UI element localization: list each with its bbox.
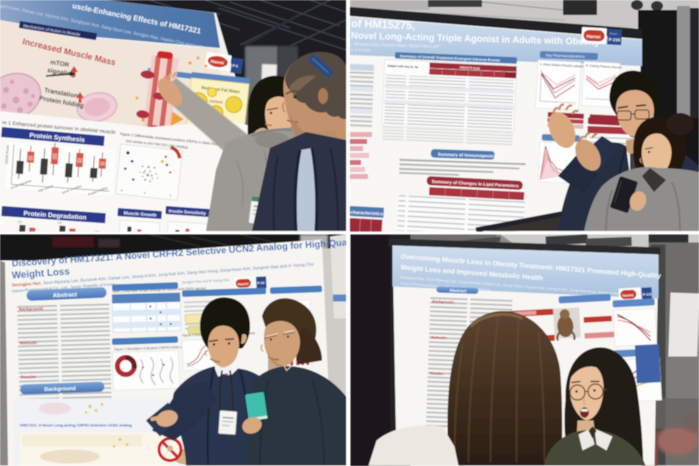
svg-text:, Sihyeon Kim, Pursun Nam, Moo: , Sihyeon Kim, Pursun Nam, Moon Hee Lee² [351,42,440,49]
svg-text:Background: Background [44,386,76,393]
svg-text:Background:: Background: [19,306,44,312]
svg-text:DIO vehicle vs DIO HM17321 (10: DIO vehicle vs DIO HM17321 (100 nmol/kg) [126,139,188,149]
svg-text:Hanmi: Hanmi [210,59,224,66]
svg-text:Protein Folding: Protein Folding [88,186,109,197]
svg-text:mTOR: mTOR [50,59,70,69]
svg-text:0: 0 [144,191,146,195]
svg-text:Results:: Results: [21,374,37,379]
svg-text:eIF4F Complex: eIF4F Complex [62,184,83,195]
svg-text:Hanmi: Hanmi [586,34,600,40]
svg-text:Results:: Results: [430,372,444,376]
svg-text:P-19: P-19 [257,281,264,285]
svg-text:Protein Degradation: Protein Degradation [23,210,86,221]
svg-text:B. Fasting Plasma Glucose: B. Fasting Plasma Glucose [586,64,623,70]
svg-text:Figure 1 Simulation of dynami: Figure 1 Simulation of dynamic CRFR2-UCN… [114,344,205,351]
svg-text:4: 4 [170,193,172,197]
svg-text:Key Pharmacodynamics: Key Pharmacodynamics [546,53,585,58]
svg-text:HM15275 (mg): HM15275 (mg) [459,65,479,70]
svg-text:Protein Synthesis: Protein Synthesis [29,132,85,144]
svg-text:Hanmi: Hanmi [238,282,249,287]
svg-text:Muscle Growth: Muscle Growth [123,210,156,217]
svg-text:Methods:: Methods: [431,336,447,341]
svg-text:Summary of Immunogenicity: Summary of Immunogenicity [438,152,499,159]
svg-text:A. Body Weight (Placebo adjust: A. Body Weight (Placebo adjusted) [540,62,587,68]
svg-text:Table 1 Step-wise design stra: Table 1 Step-wise design strategy for he… [112,286,206,293]
svg-text:s of Korea: s of Korea [351,47,371,53]
svg-text:Summary of Overall Treatment E: Summary of Overall Treatment Emergent Ad… [400,54,500,62]
svg-text:P-115: P-115 [643,292,652,296]
svg-text:Hanmi: Hanmi [622,293,633,298]
svg-text:characteristics: characteristics [351,210,384,217]
svg-text:0.5: 0.5 [58,220,63,224]
svg-text:signaling: signaling [47,67,76,78]
svg-text:Sungjon Rae and In Young Cho: Sungjon Rae and In Young Cho [182,278,230,284]
svg-text:of HM15275,: of HM15275, [351,18,416,32]
svg-text:Abstract: Abstract [53,292,78,299]
svg-text:Methods:: Methods: [20,340,38,345]
svg-text:Poster: Poster [610,31,618,35]
svg-text:mTOR Signaling: mTOR Signaling [10,179,32,191]
svg-text:HM17321: A Novel Long-acting C: HM17321: A Novel Long-acting CRFR2 Selec… [20,424,132,428]
svg-text:0.5: 0.5 [18,220,23,224]
svg-text:P-219: P-219 [609,37,621,43]
svg-text:Subject with any (n, %): Subject with any (n, %) [387,64,418,69]
svg-text:Background:: Background: [432,300,454,305]
svg-text:-4: -4 [120,188,123,192]
svg-text:Lipolysis: Lipolysis [209,99,223,104]
svg-text:GSVA Score: GSVA Score [5,145,10,164]
svg-text:Abstract: Abstract [449,288,467,294]
svg-text:Insulin Sensitivity: Insulin Sensitivity [169,208,207,216]
svg-text:Summary of Changes in Lipid Pa: Summary of Changes in Lipid Parameters [432,179,520,189]
svg-text:Reduced Fat Mass: Reduced Fat Mass [201,85,240,94]
svg-text:S6K Activity: S6K Activity [38,184,55,194]
svg-text:P-5: P-5 [232,64,238,69]
svg-text:Weight Loss: Weight Loss [11,266,70,281]
